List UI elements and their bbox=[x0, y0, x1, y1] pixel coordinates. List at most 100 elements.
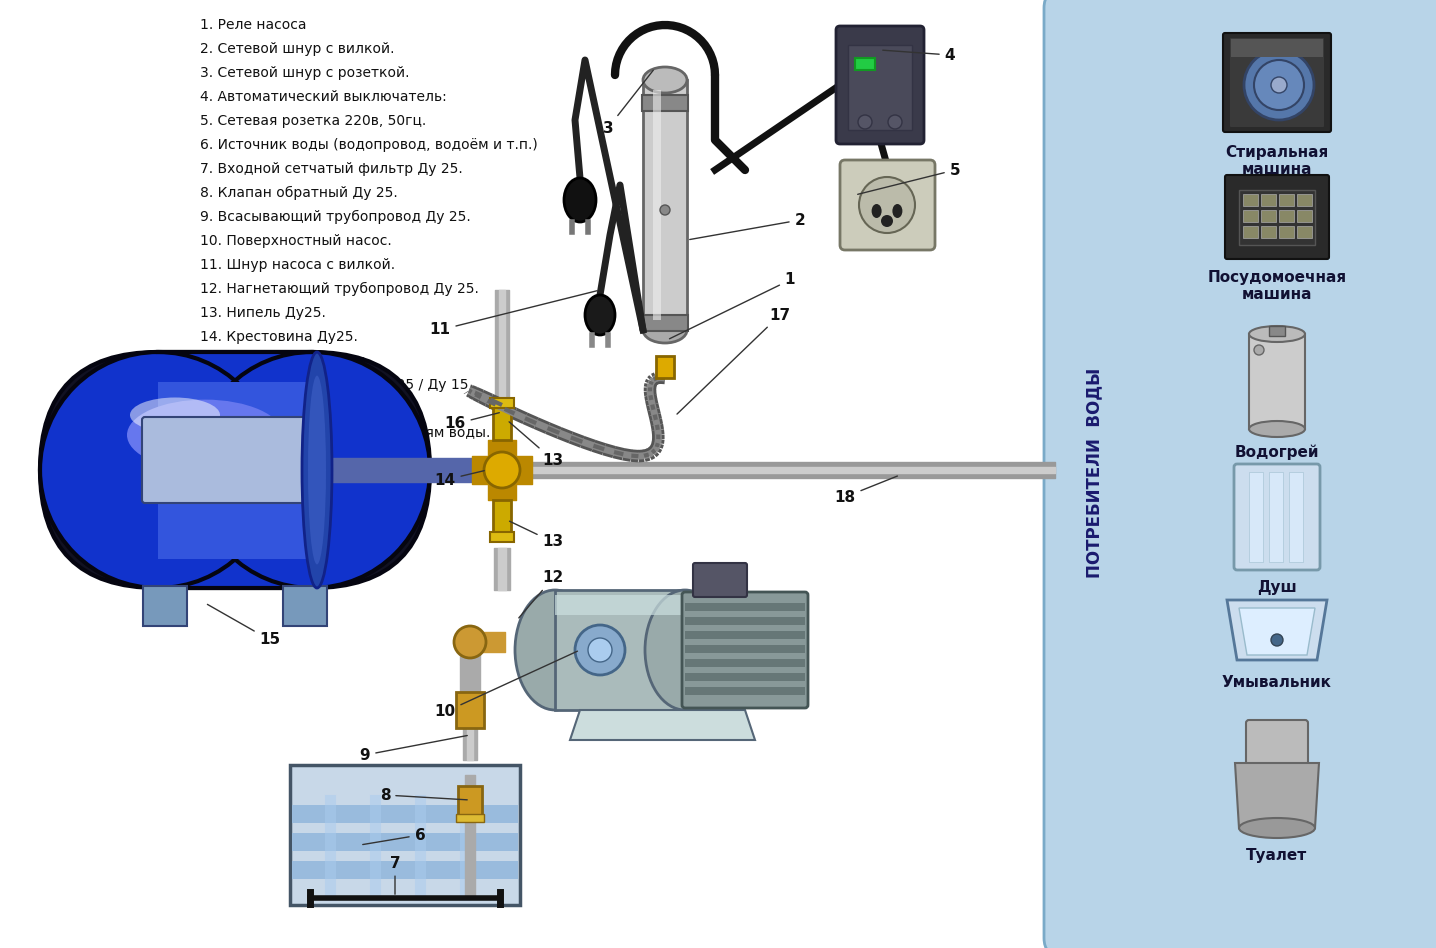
Bar bbox=[643, 80, 686, 330]
Bar bbox=[642, 95, 688, 111]
Text: Туалет: Туалет bbox=[1246, 848, 1308, 863]
FancyBboxPatch shape bbox=[1223, 33, 1331, 132]
Ellipse shape bbox=[126, 400, 283, 470]
Ellipse shape bbox=[1249, 421, 1305, 437]
Circle shape bbox=[587, 638, 612, 662]
Text: Водогрей: Водогрей bbox=[1235, 444, 1320, 460]
Text: 17: 17 bbox=[676, 307, 791, 414]
Bar bbox=[1244, 194, 1258, 206]
Bar bbox=[457, 692, 484, 728]
Bar bbox=[1279, 226, 1294, 238]
Bar bbox=[554, 595, 685, 615]
Text: 2. Сетевой шнур с вилкой.: 2. Сетевой шнур с вилкой. bbox=[200, 42, 395, 56]
FancyBboxPatch shape bbox=[836, 26, 923, 144]
FancyBboxPatch shape bbox=[694, 563, 747, 597]
Bar bbox=[1290, 472, 1302, 562]
Text: Душ: Душ bbox=[1256, 580, 1297, 595]
Text: 11: 11 bbox=[429, 291, 597, 337]
Circle shape bbox=[1271, 634, 1282, 646]
Circle shape bbox=[661, 205, 671, 215]
Circle shape bbox=[1254, 345, 1264, 355]
Circle shape bbox=[887, 115, 902, 129]
Circle shape bbox=[1271, 77, 1287, 93]
FancyBboxPatch shape bbox=[142, 417, 317, 503]
Bar bbox=[1244, 210, 1258, 222]
Bar bbox=[685, 687, 806, 695]
Ellipse shape bbox=[302, 352, 332, 588]
Text: 12. Нагнетающий трубопровод Ду 25.: 12. Нагнетающий трубопровод Ду 25. bbox=[200, 282, 478, 296]
Text: ПОТРЕБИТЕЛИ  ВОДЫ: ПОТРЕБИТЕЛИ ВОДЫ bbox=[1086, 368, 1103, 578]
Text: 15: 15 bbox=[207, 605, 280, 647]
Bar bbox=[1269, 326, 1285, 336]
Text: 8: 8 bbox=[379, 788, 467, 803]
Polygon shape bbox=[1235, 763, 1320, 828]
Bar bbox=[1231, 39, 1323, 57]
Bar bbox=[144, 586, 187, 626]
Bar bbox=[1269, 472, 1282, 562]
Circle shape bbox=[40, 352, 276, 588]
Polygon shape bbox=[1226, 600, 1327, 660]
Circle shape bbox=[1254, 60, 1304, 110]
Circle shape bbox=[859, 177, 915, 233]
Bar bbox=[1261, 194, 1277, 206]
Bar bbox=[685, 659, 806, 667]
Polygon shape bbox=[570, 710, 755, 740]
Text: 16: 16 bbox=[444, 412, 500, 431]
Circle shape bbox=[1244, 50, 1314, 120]
Circle shape bbox=[484, 452, 520, 488]
Text: 7. Входной сетчатый фильтр Ду 25.: 7. Входной сетчатый фильтр Ду 25. bbox=[200, 162, 462, 176]
Ellipse shape bbox=[516, 590, 595, 710]
Bar bbox=[1279, 210, 1294, 222]
Circle shape bbox=[574, 625, 625, 675]
FancyBboxPatch shape bbox=[1225, 175, 1328, 259]
FancyBboxPatch shape bbox=[158, 352, 312, 588]
Circle shape bbox=[194, 352, 429, 588]
FancyBboxPatch shape bbox=[682, 592, 808, 708]
Bar bbox=[1261, 226, 1277, 238]
Bar bbox=[283, 586, 327, 626]
Text: 18: 18 bbox=[834, 476, 898, 504]
Bar bbox=[685, 603, 806, 611]
Bar bbox=[1249, 472, 1264, 562]
Text: 8. Клапан обратный Ду 25.: 8. Клапан обратный Ду 25. bbox=[200, 186, 398, 200]
Text: 3: 3 bbox=[603, 70, 653, 136]
Polygon shape bbox=[1239, 608, 1315, 655]
FancyBboxPatch shape bbox=[1246, 720, 1308, 766]
Text: 9. Всасывающий трубопровод Ду 25.: 9. Всасывающий трубопровод Ду 25. bbox=[200, 210, 471, 224]
Text: 4: 4 bbox=[883, 47, 955, 63]
Text: 10. Поверхностный насос.: 10. Поверхностный насос. bbox=[200, 234, 392, 248]
Text: 13: 13 bbox=[510, 521, 563, 550]
Text: 14. Крестовина Ду25.: 14. Крестовина Ду25. bbox=[200, 330, 358, 344]
Bar bbox=[490, 398, 514, 408]
Bar bbox=[1297, 210, 1313, 222]
Text: 2: 2 bbox=[689, 212, 806, 240]
Text: Умывальник: Умывальник bbox=[1222, 675, 1333, 690]
Bar bbox=[1249, 334, 1305, 429]
Bar bbox=[685, 631, 806, 639]
Text: 14: 14 bbox=[435, 470, 484, 487]
Bar bbox=[554, 590, 685, 710]
Text: 15. Гидроаккумулятор.: 15. Гидроаккумулятор. bbox=[200, 354, 370, 368]
Ellipse shape bbox=[584, 295, 615, 335]
Circle shape bbox=[882, 215, 893, 227]
Bar bbox=[290, 765, 520, 905]
Text: Посудомоечная
машина: Посудомоечная машина bbox=[1208, 270, 1347, 302]
Circle shape bbox=[454, 626, 485, 658]
Bar bbox=[1297, 194, 1313, 206]
Bar bbox=[656, 356, 673, 378]
Text: 1. Реле насоса: 1. Реле насоса bbox=[200, 18, 306, 32]
Text: 13. Нипель Ду25.: 13. Нипель Ду25. bbox=[200, 306, 326, 320]
Text: 11. Шнур насоса с вилкой.: 11. Шнур насоса с вилкой. bbox=[200, 258, 395, 272]
Bar bbox=[642, 315, 688, 331]
Ellipse shape bbox=[643, 317, 686, 343]
Bar bbox=[1297, 226, 1313, 238]
Bar bbox=[685, 645, 806, 653]
Text: 1: 1 bbox=[669, 272, 796, 338]
Bar bbox=[685, 673, 806, 681]
Text: Стиральная
машина: Стиральная машина bbox=[1225, 145, 1328, 177]
Text: 5: 5 bbox=[857, 162, 961, 194]
Ellipse shape bbox=[643, 67, 686, 93]
Text: 5. Сетевая розетка 220в, 50гц.: 5. Сетевая розетка 220в, 50гц. bbox=[200, 114, 426, 128]
Text: 3. Сетевой шнур с розеткой.: 3. Сетевой шнур с розеткой. bbox=[200, 66, 409, 80]
Bar bbox=[457, 814, 484, 822]
